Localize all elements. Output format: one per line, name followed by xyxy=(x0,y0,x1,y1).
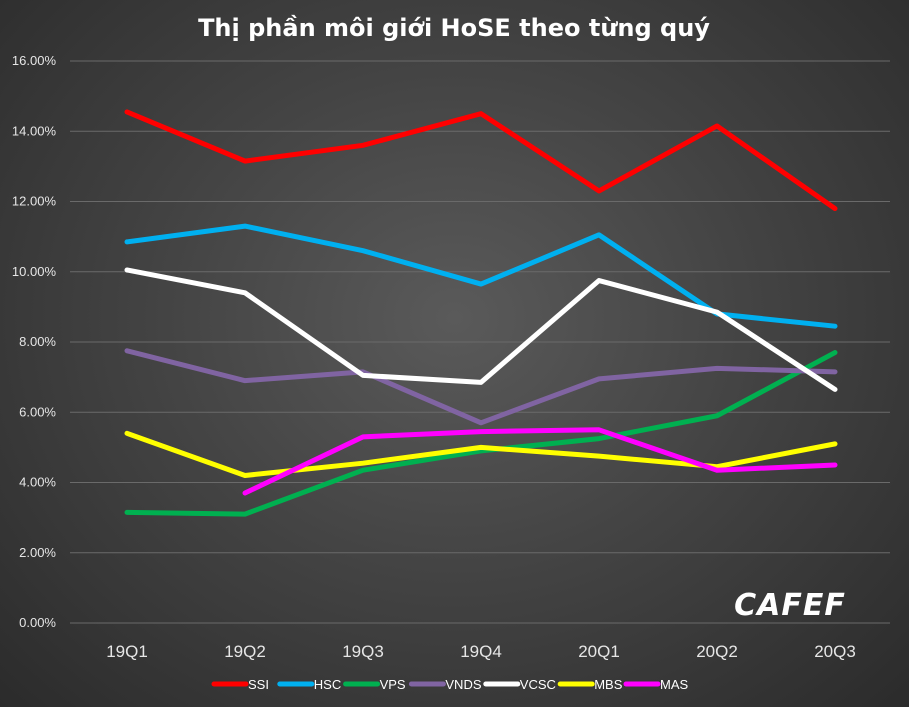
cafef-watermark: CAFEF xyxy=(734,588,846,623)
series-line-ssi xyxy=(124,109,838,212)
series-line-mbs xyxy=(124,430,838,478)
watermark-logo-text: CAFEF xyxy=(734,588,846,623)
x-tick-label: 19Q4 xyxy=(460,642,502,661)
y-tick-label: 10.00% xyxy=(12,264,57,279)
y-tick-label: 2.00% xyxy=(19,545,56,560)
x-tick-label: 19Q2 xyxy=(224,642,266,661)
y-tick-label: 14.00% xyxy=(12,123,57,138)
x-tick-label: 20Q3 xyxy=(814,642,856,661)
y-tick-label: 12.00% xyxy=(12,194,57,209)
x-axis-ticks: 19Q1 19Q2 19Q3 19Q4 20Q1 20Q2 20Q3 xyxy=(106,642,856,661)
legend-label-vps: VPS xyxy=(380,677,406,692)
y-tick-label: 6.00% xyxy=(19,404,56,419)
legend-label-hsc: HSC xyxy=(314,677,341,692)
series-lines xyxy=(124,109,838,517)
x-tick-label: 19Q3 xyxy=(342,642,384,661)
legend-label-vnds: VNDS xyxy=(445,677,481,692)
legend-label-mbs: MBS xyxy=(594,677,623,692)
grid xyxy=(70,60,890,624)
series-line-hsc xyxy=(124,223,838,329)
x-tick-label: 20Q2 xyxy=(696,642,738,661)
y-tick-label: 4.00% xyxy=(19,475,56,490)
legend-label-vcsc: VCSC xyxy=(520,677,556,692)
series-line-vps xyxy=(124,350,838,517)
x-tick-label: 19Q1 xyxy=(106,642,148,661)
x-tick-label: 20Q1 xyxy=(578,642,620,661)
y-tick-label: 0.00% xyxy=(19,615,56,630)
series-line-vnds xyxy=(124,348,838,426)
legend-label-mas: MAS xyxy=(660,677,689,692)
legend-label-ssi: SSI xyxy=(248,677,269,692)
y-tick-label: 16.00% xyxy=(12,53,57,68)
y-tick-label: 8.00% xyxy=(19,334,56,349)
series-line-vcsc xyxy=(124,267,838,392)
y-axis-ticks: 0.00% 2.00% 4.00% 6.00% 8.00% 10.00% 12.00% 14.… xyxy=(12,53,57,630)
series-line-mas xyxy=(242,427,838,496)
legend: SSI HSC VPS VNDS VCSC MBS MAS xyxy=(211,677,689,692)
chart-title: Thị phần môi giới HoSE theo từng quý xyxy=(198,14,710,42)
